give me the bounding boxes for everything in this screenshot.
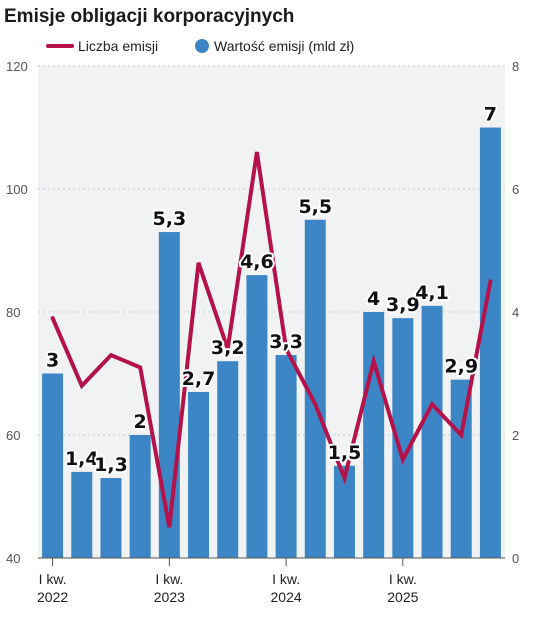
data-label: 1,4	[65, 448, 99, 470]
x-tick-label-year: 2025	[387, 589, 418, 605]
legend-bar-swatch	[195, 39, 209, 53]
x-tick-label-quarter: I kw.	[389, 571, 417, 587]
data-label: 4,6	[240, 251, 274, 273]
data-label: 2	[134, 411, 147, 433]
x-axis: I kw. 2022 I kw. 2023 I kw. 2024 I kw. 2025	[37, 557, 505, 605]
bar	[392, 318, 414, 558]
legend-label-bar: Wartość emisji (mld zł)	[214, 38, 354, 54]
data-label: 1,5	[328, 442, 362, 464]
data-label: 3,3	[269, 331, 303, 353]
y-right-tick-label: 4	[512, 305, 519, 320]
y-right-tick-label: 0	[512, 551, 519, 566]
bar	[363, 312, 385, 558]
bar	[129, 435, 151, 558]
x-tick-label-year: 2022	[37, 589, 68, 605]
y-left-tick-label: 40	[6, 551, 20, 566]
chart-title: Emisje obligacji korporacyjnych	[4, 6, 294, 27]
bar	[100, 478, 122, 558]
y-left-tick-label: 60	[6, 428, 20, 443]
bar	[275, 355, 297, 558]
data-label: 3	[46, 350, 59, 372]
bar	[188, 391, 210, 558]
y-right-tick-label: 6	[512, 182, 519, 197]
x-tick-label-quarter: I kw.	[39, 571, 67, 587]
data-label: 1,3	[94, 454, 128, 476]
bar	[479, 127, 501, 558]
x-tick-label-quarter: I kw.	[272, 571, 300, 587]
legend: Liczba emisji Wartość emisji (mld zł)	[46, 38, 354, 54]
bar	[421, 305, 443, 558]
bar	[217, 361, 239, 558]
data-label: 5,5	[298, 196, 332, 218]
data-label: 2,9	[444, 356, 478, 378]
bar	[304, 219, 326, 558]
y-axis-right: 0 2 4 6 8	[512, 59, 519, 566]
y-left-tick-label: 100	[6, 182, 28, 197]
data-labels: 3 1,41,3 2 5,3 2,7 3,2 4,6 3,3 5,5 1,5 4 3,94,1 2,9 7	[44, 102, 499, 479]
x-tick-label-quarter: I kw.	[155, 571, 183, 587]
data-label: 7	[484, 104, 497, 126]
bar	[42, 373, 64, 558]
x-tick-label-year: 2024	[271, 589, 302, 605]
y-left-tick-label: 80	[6, 305, 20, 320]
y-right-tick-label: 8	[512, 59, 519, 74]
data-label: 4,1	[415, 282, 449, 304]
legend-label-line: Liczba emisji	[78, 38, 158, 54]
line-liczba-emisji	[50, 151, 493, 528]
data-label: 5,3	[153, 208, 187, 230]
y-left-tick-label: 120	[6, 59, 28, 74]
bar	[450, 379, 472, 558]
x-tick-label-year: 2023	[154, 589, 185, 605]
bars	[42, 127, 501, 559]
y-axis-left: 40 60 80 100 120	[6, 59, 28, 566]
data-label: 2,7	[182, 368, 216, 390]
bar	[71, 471, 93, 558]
data-label: 3,2	[211, 337, 245, 359]
line-series	[50, 151, 493, 528]
bar	[246, 275, 268, 558]
bar	[333, 465, 355, 558]
data-label: 4	[367, 288, 380, 310]
data-label: 3,9	[386, 294, 420, 316]
y-right-tick-label: 2	[512, 428, 519, 443]
